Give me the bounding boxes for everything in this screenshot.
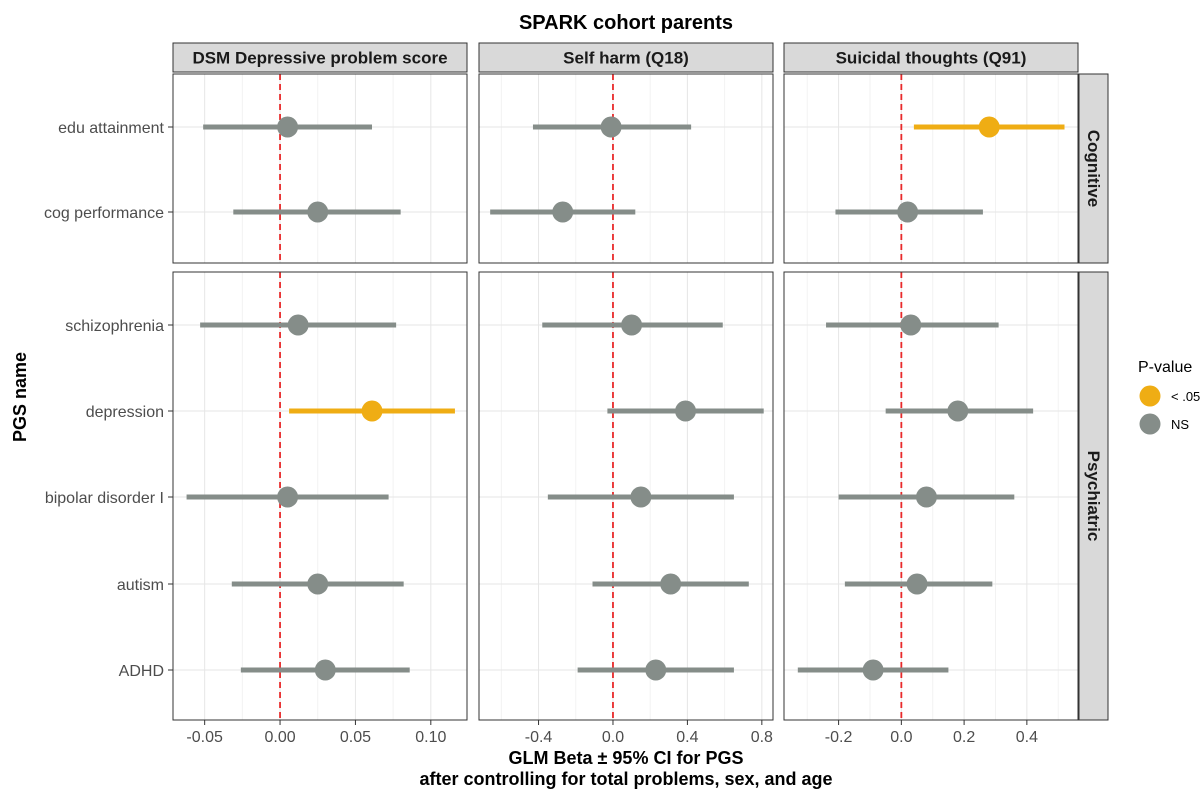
x-tick-label: 0.05 (340, 729, 371, 746)
point-cog-performance (552, 201, 574, 223)
facet-strip-psychiatric (1078, 271, 1109, 721)
y-tick-label-adhd: ADHD (119, 663, 164, 680)
panel-bg (784, 74, 1078, 263)
x-tick-label: 0.00 (264, 729, 295, 746)
legend-swatch-ns (1139, 413, 1161, 435)
facet-label-cognitive: Cognitive (1084, 130, 1103, 207)
panel-border (783, 271, 1079, 721)
point-depression (947, 400, 969, 422)
chart-title: SPARK cohort parents (519, 12, 733, 34)
point-autism (307, 573, 329, 595)
x-axis-title-line2: after controlling for total problems, se… (419, 769, 832, 789)
point-cog-performance (307, 201, 329, 223)
point-edu-attainment (978, 116, 1000, 138)
point-bipolar-disorder-i (915, 486, 937, 508)
x-tick-label: 0.0 (602, 729, 624, 746)
point-autism (906, 573, 928, 595)
point-adhd (314, 659, 336, 681)
y-axis-title: PGS name (10, 352, 30, 442)
facet-label-suicidal-thoughts-q91: Suicidal thoughts (Q91) (836, 49, 1027, 68)
point-adhd (645, 659, 667, 681)
point-depression (361, 400, 383, 422)
facet-strip-suicidal-thoughts-q91 (783, 42, 1079, 73)
facet-label-self-harm-q18: Self harm (Q18) (563, 49, 689, 68)
legend-title: P-value (1138, 359, 1192, 376)
x-tick-label: -0.4 (525, 729, 553, 746)
facet-strip-self-harm-q18 (478, 42, 774, 73)
x-axis-title: GLM Beta ± 95% CI for PGS (509, 748, 744, 768)
point-bipolar-disorder-i (277, 486, 299, 508)
panel-bg (479, 74, 773, 263)
point-edu-attainment (600, 116, 622, 138)
panel-border (172, 271, 468, 721)
point-bipolar-disorder-i (630, 486, 652, 508)
y-tick-label-autism: autism (117, 577, 164, 594)
panel-border (478, 271, 774, 721)
x-tick-label: 0.2 (953, 729, 975, 746)
point-adhd (862, 659, 884, 681)
y-tick-label-depression: depression (86, 404, 164, 421)
x-tick-label: 0.0 (890, 729, 912, 746)
legend-swatch-05 (1139, 385, 1161, 407)
x-tick-label: 0.10 (415, 729, 446, 746)
point-schizophrenia (287, 314, 309, 336)
point-schizophrenia (621, 314, 643, 336)
x-tick-label: 0.4 (1016, 729, 1038, 746)
y-tick-label-edu-attainment: edu attainment (58, 120, 164, 137)
facet-strip-dsm-depressive-problem-score (172, 42, 468, 73)
y-tick-label-schizophrenia: schizophrenia (65, 318, 164, 335)
point-cog-performance (897, 201, 919, 223)
x-tick-label: 0.4 (676, 729, 698, 746)
facet-strip-cognitive (1078, 73, 1109, 264)
panel-border (783, 73, 1079, 264)
x-tick-label: -0.2 (825, 729, 853, 746)
panel-border (172, 73, 468, 264)
x-tick-label: 0.8 (751, 729, 773, 746)
x-tick-label: -0.05 (186, 729, 223, 746)
panel-bg (173, 74, 467, 263)
point-edu-attainment (277, 116, 299, 138)
point-autism (660, 573, 682, 595)
legend-label-ns: NS (1171, 417, 1189, 432)
legend-label-05: < .05 (1171, 389, 1200, 404)
facet-label-dsm-depressive-problem-score: DSM Depressive problem score (192, 49, 447, 68)
facet-label-psychiatric: Psychiatric (1084, 451, 1103, 542)
panel-border (478, 73, 774, 264)
point-depression (675, 400, 697, 422)
y-tick-label-cog-performance: cog performance (44, 205, 164, 222)
point-schizophrenia (900, 314, 922, 336)
y-tick-label-bipolar-disorder-i: bipolar disorder I (45, 490, 164, 507)
